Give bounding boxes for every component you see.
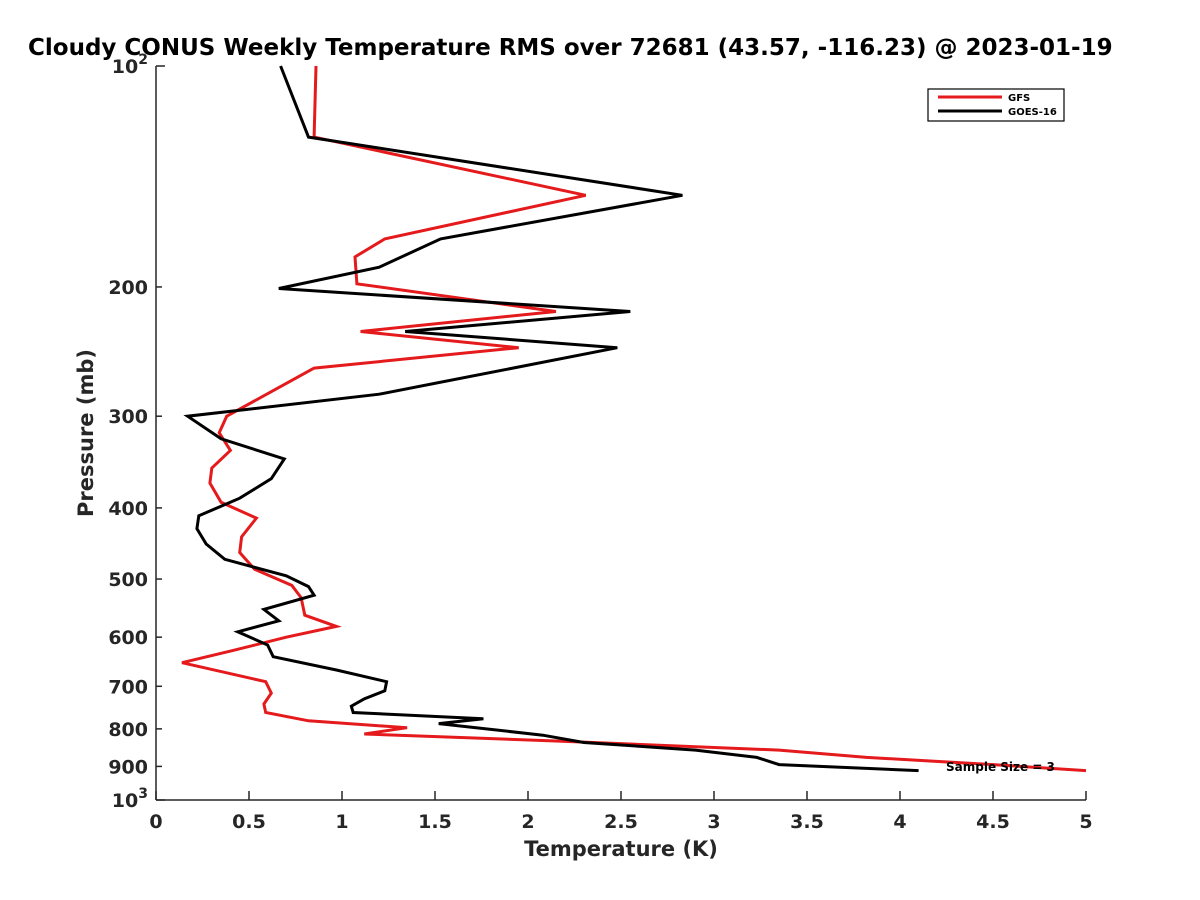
x-axis-label: Temperature (K) [524, 837, 718, 861]
legend-label-goes16: GOES-16 [1008, 107, 1057, 118]
x-tick-label: 4 [893, 811, 906, 833]
y-tick-label: 900 [108, 756, 148, 778]
legend-label-gfs: GFS [1008, 93, 1030, 104]
x-tick-label: 2 [521, 811, 534, 833]
x-tick-label: 3.5 [790, 811, 824, 833]
y-tick-label: 200 [108, 277, 148, 299]
y-tick-label: 600 [108, 627, 148, 649]
x-tick-label: 1.5 [418, 811, 452, 833]
x-tick-label: 5 [1079, 811, 1092, 833]
y-tick-label: 400 [108, 498, 148, 520]
x-tick-label: 0.5 [232, 811, 266, 833]
legend-box [927, 88, 1065, 122]
chart-title: Cloudy CONUS Weekly Temperature RMS over… [28, 35, 1113, 61]
y-tick-label: 700 [108, 676, 148, 698]
y-tick-label: 300 [108, 406, 148, 428]
legend: GFS GOES-16 [927, 88, 1065, 122]
y-axis-label: Pressure (mb) [74, 349, 98, 517]
series-layer [181, 65, 1087, 773]
sample-size-annotation: Sample Size = 3 [946, 760, 1055, 774]
y-ticks: 102 200 300 400 500 600 700 800 900 103 [108, 52, 165, 812]
x-tick-label: 0 [149, 811, 162, 833]
y-tick-label: 103 [112, 786, 148, 812]
plot-area: 0 0.5 1 1.5 2 2.5 3 3.5 4 4.5 5 102 200 300 400 500 600… [108, 52, 1092, 833]
x-tick-label: 2.5 [604, 811, 638, 833]
series-line-gfs [181, 65, 1087, 773]
x-tick-label: 1 [335, 811, 348, 833]
x-tick-label: 4.5 [976, 811, 1010, 833]
y-tick-label: 102 [112, 52, 148, 78]
y-tick-label: 800 [108, 719, 148, 741]
series-line-goes16 [183, 65, 919, 773]
y-tick-label: 500 [108, 569, 148, 591]
x-tick-label: 3 [707, 811, 720, 833]
x-ticks: 0 0.5 1 1.5 2 2.5 3 3.5 4 4.5 5 [149, 791, 1093, 833]
